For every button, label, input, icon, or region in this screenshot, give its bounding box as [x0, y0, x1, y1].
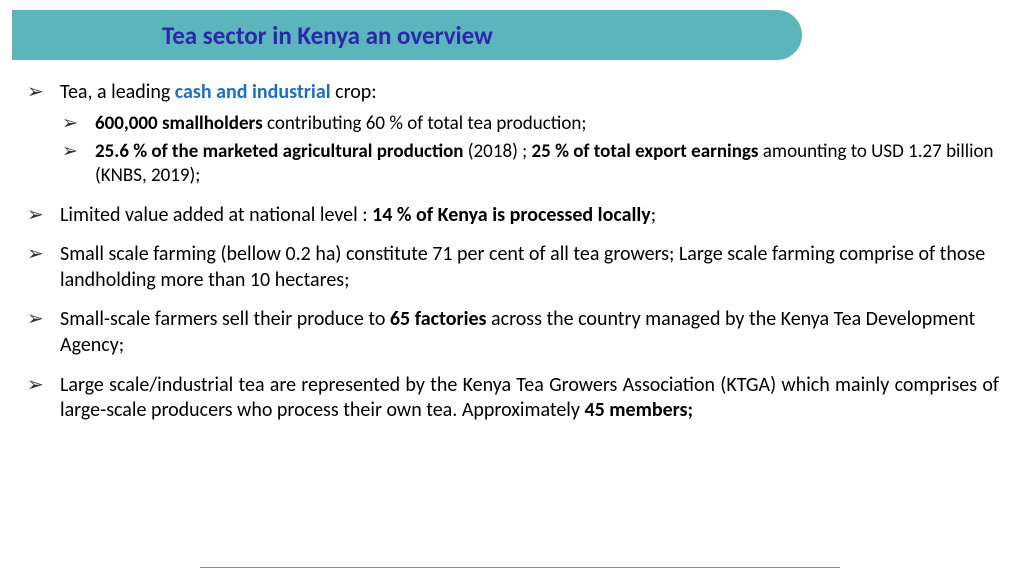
b1-highlight: cash and industrial — [175, 80, 331, 104]
bullet-5: Large scale/industrial tea are represent… — [25, 373, 999, 424]
b1a-rest: contributing 60 % of total tea productio… — [263, 112, 587, 135]
b4-bold: 65 factories — [390, 307, 487, 331]
slide-title: Tea sector in Kenya an overview — [162, 20, 493, 51]
sub-bullet-1a: 600,000 smallholders contributing 60 % o… — [60, 112, 999, 136]
b2-bold: 14 % of Kenya is processed locally — [372, 203, 651, 227]
b1b-bold1: 25.6 % of the marketed agricultural prod… — [95, 140, 464, 163]
bullet-1: Tea, a leading cash and industrial crop:… — [25, 80, 999, 189]
b2-post: ; — [651, 203, 656, 227]
sub-bullet-1b: 25.6 % of the marketed agricultural prod… — [60, 140, 999, 189]
footer-divider — [200, 567, 840, 568]
b1b-bold2: 25 % of total export earnings — [532, 140, 759, 163]
title-bar: Tea sector in Kenya an overview — [12, 10, 802, 60]
b2-pre: Limited value added at national level : — [60, 203, 372, 227]
bullet-2: Limited value added at national level : … — [25, 203, 999, 229]
b5-pre: Large scale/industrial tea are represent… — [60, 373, 999, 423]
bullet-4: Small-scale farmers sell their produce t… — [25, 307, 999, 358]
b1-post: crop: — [331, 80, 377, 104]
b3-text: Small scale farming (bellow 0.2 ha) cons… — [60, 242, 985, 292]
bullet-list: Tea, a leading cash and industrial crop:… — [25, 80, 999, 424]
sub-bullet-list: 600,000 smallholders contributing 60 % o… — [60, 112, 999, 189]
b4-pre: Small-scale farmers sell their produce t… — [60, 307, 390, 331]
b1a-bold: 600,000 smallholders — [95, 112, 263, 135]
slide-content: Tea, a leading cash and industrial crop:… — [25, 80, 999, 438]
b1-pre: Tea, a leading — [60, 80, 175, 104]
b5-bold: 45 members; — [584, 398, 693, 422]
b1b-mid: (2018) ; — [464, 140, 532, 163]
bullet-3: Small scale farming (bellow 0.2 ha) cons… — [25, 242, 999, 293]
